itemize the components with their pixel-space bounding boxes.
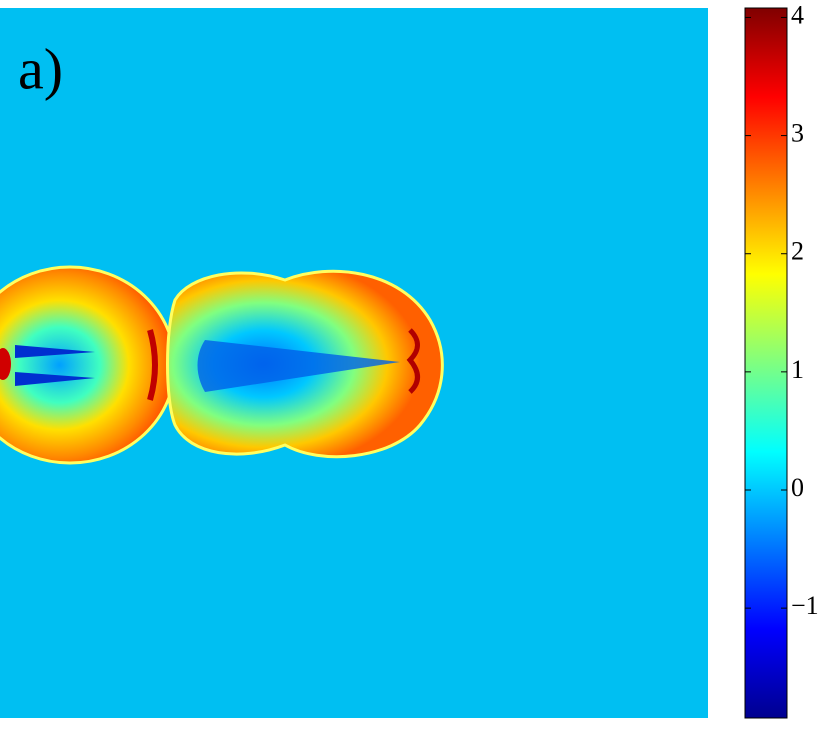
shock [406, 328, 420, 394]
field [0, 8, 708, 718]
colorbar-tick-label: −1 [791, 591, 819, 620]
colorbar-scale [744, 7, 788, 719]
colorbar-tick-label: 1 [791, 355, 804, 384]
source [0, 348, 11, 380]
colorbar-tick-label: 3 [791, 119, 804, 148]
colorbar-tick-label: 0 [791, 473, 804, 502]
colorbar-tick-label: 4 [791, 0, 804, 29]
jet-core-left [15, 345, 95, 386]
jet-core [197, 340, 400, 392]
shock [147, 329, 158, 401]
colorbar: −1 0 1 2 3 4 [744, 0, 819, 719]
colorbar-tick-label: 2 [791, 237, 804, 266]
panel-label: a) [18, 36, 63, 101]
